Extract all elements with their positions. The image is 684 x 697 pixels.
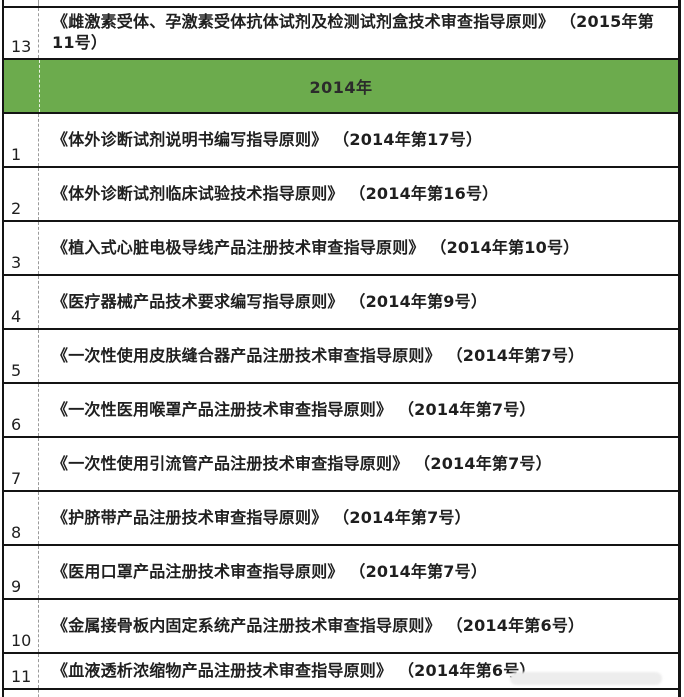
row-title: 《体外诊断试剂临床试验技术指导原则》 （2014年第16号） (52, 183, 499, 203)
row-number: 10 (4, 600, 39, 652)
row-number: 5 (4, 330, 39, 382)
row-number: 7 (4, 438, 39, 490)
partial-row-top (4, 0, 678, 8)
row-title: 《一次性医用喉罩产品注册技术审查指导原则》 （2014年第7号） (52, 399, 536, 419)
watermark-smudge (510, 672, 662, 685)
row-number: 13 (4, 8, 39, 58)
partial-row-bottom (4, 690, 678, 697)
table-row: 3 《植入式心脏电极导线产品注册技术审查指导原则》 （2014年第10号） (4, 222, 678, 276)
row-number: 11 (4, 654, 39, 688)
table-row: 4 《医疗器械产品技术要求编写指导原则》 （2014年第9号） (4, 276, 678, 330)
row-title: 《一次性使用引流管产品注册技术审查指导原则》 （2014年第7号） (52, 453, 552, 473)
number-column-sliver (4, 690, 39, 697)
row-number: 6 (4, 384, 39, 436)
row-title: 《金属接骨板内固定系统产品注册技术审查指导原则》 （2014年第6号） (52, 615, 585, 635)
row-number: 3 (4, 222, 39, 274)
row-title: 《医用口罩产品注册技术审查指导原则》 （2014年第7号） (52, 561, 488, 581)
table-row: 10 《金属接骨板内固定系统产品注册技术审查指导原则》 （2014年第6号） (4, 600, 678, 654)
year-section-label: 2014年 (309, 78, 373, 97)
row-title: 《血液透析浓缩物产品注册技术审查指导原则》 （2014年第6号） (52, 660, 536, 680)
table-row: 5 《一次性使用皮肤缝合器产品注册技术审查指导原则》 （2014年第7号） (4, 330, 678, 384)
table-row: 9 《医用口罩产品注册技术审查指导原则》 （2014年第7号） (4, 546, 678, 600)
row-number: 2 (4, 168, 39, 220)
table-row: 6 《一次性医用喉罩产品注册技术审查指导原则》 （2014年第7号） (4, 384, 678, 438)
table-row: 1 《体外诊断试剂说明书编写指导原则》 （2014年第17号） (4, 114, 678, 168)
row-number: 8 (4, 492, 39, 544)
column-divider (39, 60, 40, 112)
number-column-sliver (4, 0, 39, 6)
row-number: 9 (4, 546, 39, 598)
row-title: 《护脐带产品注册技术审查指导原则》 （2014年第7号） (52, 507, 471, 527)
row-title: 《一次性使用皮肤缝合器产品注册技术审查指导原则》 （2014年第7号） (52, 345, 585, 365)
row-title: 《医疗器械产品技术要求编写指导原则》 （2014年第9号） (52, 291, 488, 311)
year-section-header-row: 2014年 (4, 60, 678, 114)
row-number: 4 (4, 276, 39, 328)
table-row: 2 《体外诊断试剂临床试验技术指导原则》 （2014年第16号） (4, 168, 678, 222)
row-title: 《雌激素受体、孕激素受体抗体试剂及检测试剂盒技术审查指导原则》 （2015年第1… (52, 12, 654, 52)
row-number: 1 (4, 114, 39, 166)
table-row: 13 《雌激素受体、孕激素受体抗体试剂及检测试剂盒技术审查指导原则》 （2015… (4, 8, 678, 60)
row-title: 《植入式心脏电极导线产品注册技术审查指导原则》 （2014年第10号） (52, 237, 580, 257)
row-title: 《体外诊断试剂说明书编写指导原则》 （2014年第17号） (52, 129, 483, 149)
table-row: 7 《一次性使用引流管产品注册技术审查指导原则》 （2014年第7号） (4, 438, 678, 492)
table-row: 8 《护脐带产品注册技术审查指导原则》 （2014年第7号） (4, 492, 678, 546)
